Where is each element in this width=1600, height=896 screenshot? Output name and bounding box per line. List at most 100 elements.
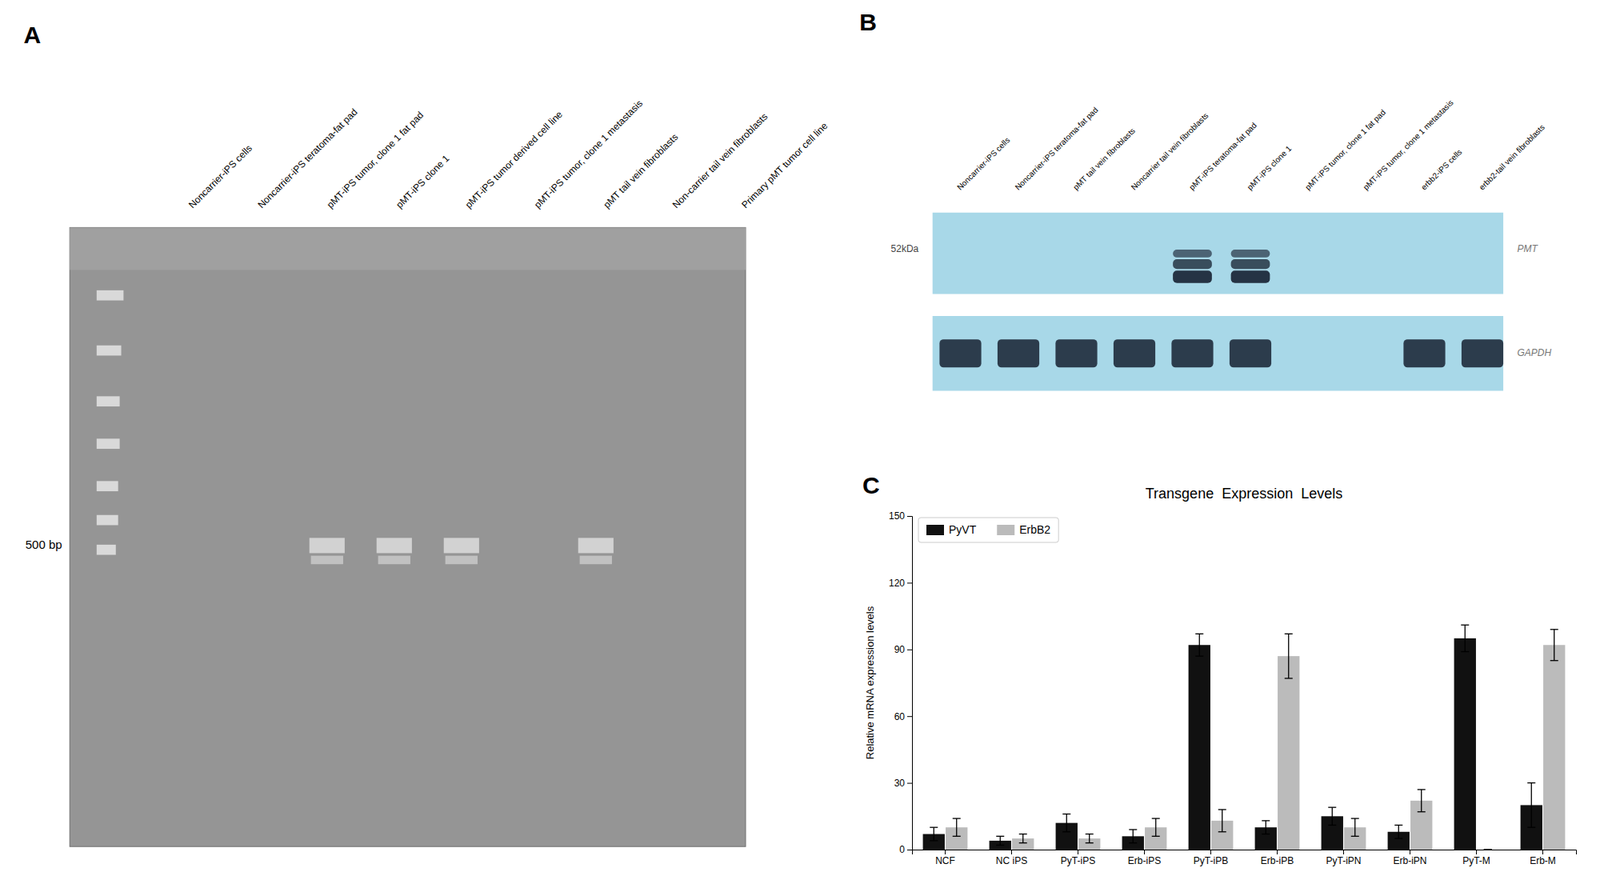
y-axis: 0306090120150 [888, 510, 913, 856]
lane-label: Noncarrier-iPS cells [955, 135, 1012, 192]
tick-label: PyT-iPB [1193, 855, 1228, 867]
gel-wells [69, 227, 746, 270]
x-tick: PyT-iPS [1060, 849, 1096, 867]
lane-label: pMT tail vein fibroblasts [600, 131, 680, 211]
x-tick: NCF [935, 849, 956, 867]
tick-mark [907, 716, 912, 717]
error-line [933, 827, 935, 841]
band [1403, 339, 1445, 368]
bar [1476, 849, 1499, 851]
error-cap [1484, 848, 1492, 850]
band [309, 537, 345, 553]
x-axis: NCFNC iPSPyT-iPSErb-iPSPyT-iPBErb-iPBPyT… [912, 849, 1577, 867]
error-cap [1328, 807, 1336, 808]
error-line [1288, 633, 1289, 679]
band [997, 339, 1040, 368]
error-cap [1152, 836, 1160, 837]
error-bar [1484, 849, 1492, 851]
legend-item: ErbB2 [996, 523, 1051, 536]
error-cap [1417, 811, 1426, 812]
band [1055, 339, 1097, 368]
y-tick: 0 [899, 844, 912, 856]
band [1172, 249, 1212, 258]
error-line [1088, 834, 1090, 844]
error-bar [952, 818, 961, 836]
error-cap [1417, 788, 1426, 790]
band-row [939, 339, 1504, 368]
error-cap [1085, 842, 1094, 844]
error-cap [1550, 628, 1559, 630]
band-secondary [445, 556, 478, 565]
band [1461, 339, 1504, 368]
error-cap [1019, 842, 1028, 844]
tick-label: PyT-M [1462, 855, 1491, 867]
error-bar [1328, 807, 1336, 825]
error-line [1464, 624, 1466, 652]
ladder-band [96, 544, 116, 556]
error-bar [1218, 809, 1227, 832]
band [1231, 259, 1271, 269]
error-cap [929, 840, 938, 841]
error-cap [1085, 833, 1094, 835]
error-line [1265, 820, 1267, 835]
lane-label: pMT-iPS teratoma-fat pad [1187, 120, 1259, 192]
blot-panel: BNoncarrier-iPS cellsNoncarrier-iPS tera… [859, 8, 1552, 392]
ladder-band [96, 290, 124, 301]
band-secondary [378, 556, 411, 565]
ladder-band [96, 345, 122, 356]
lane-label: pMT-iPS tumor, clone 1 metastasis [532, 97, 645, 211]
tick-label: PyT-iPS [1060, 855, 1096, 867]
tick-label: 30 [894, 777, 906, 789]
y-tick: 150 [888, 510, 912, 522]
error-line [1553, 629, 1555, 661]
error-bar [1085, 834, 1094, 844]
axis-line [912, 850, 1577, 856]
tick-mark [907, 849, 912, 851]
band [1231, 270, 1271, 283]
tick-mark [1077, 849, 1079, 855]
lane-label: Noncarrier-iPS cells [186, 142, 255, 211]
bar [1454, 638, 1476, 850]
error-bar [1261, 820, 1270, 835]
error-line [1155, 818, 1156, 836]
tick-mark [907, 783, 912, 784]
error-bar [1351, 818, 1360, 836]
error-line [1132, 829, 1134, 844]
error-cap [996, 844, 1004, 846]
error-cap [1460, 651, 1469, 652]
tick-label: Erb-iPN [1392, 855, 1427, 867]
lane-label: erbb2-iPS cells [1419, 147, 1464, 192]
y-tick: 90 [894, 644, 912, 656]
band [578, 537, 614, 553]
tick-label: 90 [894, 644, 906, 656]
band [939, 339, 981, 368]
y-tick: 30 [894, 777, 912, 789]
chart-title: Transgene Expression Levels [1145, 485, 1343, 502]
error-cap [952, 817, 961, 819]
error-cap [1394, 837, 1403, 839]
tick-mark [1476, 849, 1477, 855]
gel-panel: ANoncarrier-iPS cellsNoncarrier-iPS tera… [24, 21, 831, 847]
legend-label: ErbB2 [1019, 523, 1051, 536]
band-row [940, 249, 1502, 284]
error-cap [1218, 831, 1227, 832]
error-cap [1195, 633, 1204, 635]
error-cap [996, 836, 1004, 837]
tick-mark [1542, 849, 1544, 855]
error-cap [1019, 833, 1028, 835]
x-tick: Erb-iPS [1128, 849, 1161, 867]
band [444, 537, 480, 553]
membrane [932, 212, 1504, 295]
y-axis-title: Relative mRNA expression levels [864, 605, 876, 760]
legend-item: PyVT [926, 523, 977, 536]
error-bar [1062, 814, 1071, 832]
error-cap [1484, 848, 1492, 850]
error-bar [1527, 783, 1536, 828]
error-line [1354, 818, 1356, 836]
error-bar [1019, 834, 1028, 844]
error-line [1332, 807, 1333, 825]
legend-box [918, 517, 1059, 543]
axis-line [907, 516, 913, 851]
error-cap [1062, 813, 1071, 815]
error-line [1221, 809, 1223, 832]
